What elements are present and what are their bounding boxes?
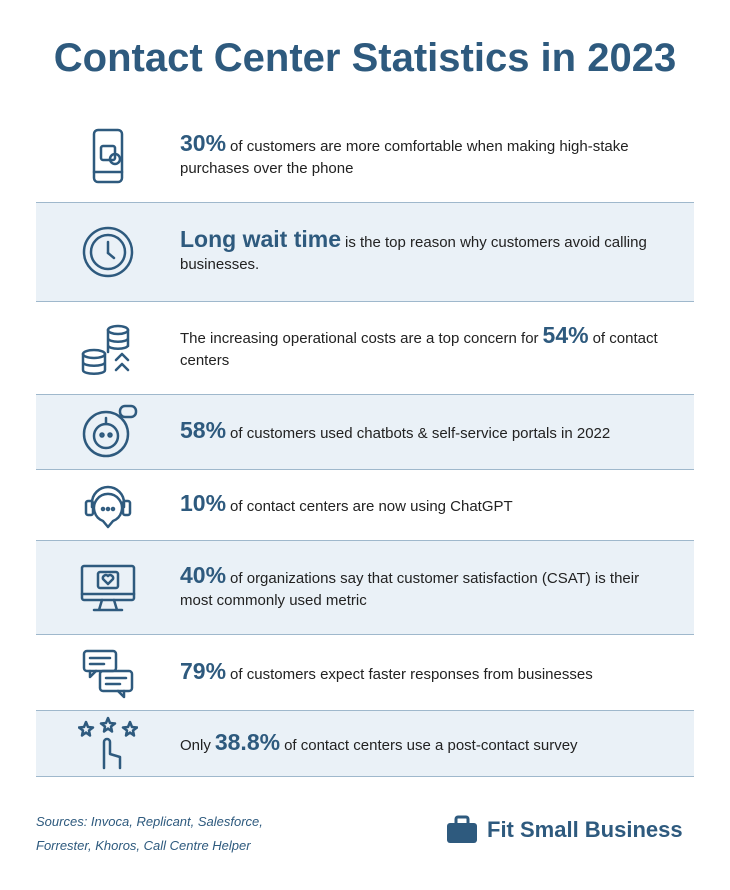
stat-pre: Only xyxy=(180,736,211,754)
stat-icon xyxy=(78,716,138,769)
stat-text: Only 38.8% of contact centers use a post-c… xyxy=(180,728,660,757)
stat-icon xyxy=(82,649,134,698)
stat-post: of customers used chatbots & self-servic… xyxy=(230,425,611,442)
stat-text: 58% of customers used chatbots & self-ser… xyxy=(180,419,660,445)
stat-pre: The increasing operational costs are a t… xyxy=(180,330,539,347)
stat-icon xyxy=(80,564,136,611)
stat-highlight: 40% xyxy=(180,561,227,588)
stat-icon xyxy=(81,324,130,375)
stat-row: Only 38.8% of contact centers use a post-c… xyxy=(36,710,694,777)
stat-post: of organizations say that customer satis… xyxy=(180,569,640,609)
stat-highlight: 58% xyxy=(180,417,227,443)
stat-text: 79% of customers expect faster responses … xyxy=(180,657,660,686)
title: Contact Center Statistics in 2023 xyxy=(53,36,677,80)
brand: Fit Small Business xyxy=(445,815,683,845)
stat-post: of contact centers xyxy=(180,330,658,369)
stat-highlight: 79% xyxy=(180,657,227,684)
stat-icon xyxy=(92,128,124,184)
stat-list: 30% of customers are more comfortable whe… xyxy=(36,110,694,777)
stat-row: 40% of organizations say that customer sa… xyxy=(36,540,694,635)
stat-highlight: 10% xyxy=(180,490,227,516)
stat-row: The increasing operational costs are a t… xyxy=(36,302,694,394)
stat-post: of contact centers use a post-contact su… xyxy=(284,736,578,754)
stat-row: Long wait time is the top reason why cust… xyxy=(36,202,694,302)
stat-highlight: Long wait time xyxy=(180,226,341,252)
stat-text: The increasing operational costs are a t… xyxy=(180,324,660,372)
stat-icon xyxy=(82,404,138,458)
stat-row: 79% of customers expect faster responses … xyxy=(36,635,694,710)
stat-row: 10% of contact centers are now using Chat… xyxy=(36,470,694,540)
stat-post: is the top reason why customers avoid ca… xyxy=(180,234,647,273)
brand-name: Fit Small Business xyxy=(487,817,683,842)
stat-text: 30% of customers are more comfortable whe… xyxy=(180,132,660,180)
stat-row: 30% of customers are more comfortable whe… xyxy=(36,110,694,202)
stat-text: 40% of organizations say that customer sa… xyxy=(180,561,660,612)
stat-icon xyxy=(82,226,134,278)
stat-post: of contact centers are now using ChatGPT xyxy=(230,498,513,515)
stat-text: Long wait time is the top reason why cust… xyxy=(180,228,660,276)
stat-highlight: 54% xyxy=(542,322,589,348)
stat-row: 58% of customers used chatbots & self-ser… xyxy=(36,394,694,470)
stat-post: of customers expect faster responses fro… xyxy=(230,665,593,683)
brand-logo xyxy=(447,815,477,843)
stat-highlight: 38.8% xyxy=(214,728,281,755)
stat-post: of customers are more comfortable when m… xyxy=(180,138,629,177)
stat-highlight: 30% xyxy=(180,130,227,156)
stat-icon xyxy=(84,485,132,529)
sources: Sources: Invoca, Replicant, Salesforce, … xyxy=(36,814,263,853)
stat-text: 10% of contact centers are now using Chat… xyxy=(180,492,660,518)
